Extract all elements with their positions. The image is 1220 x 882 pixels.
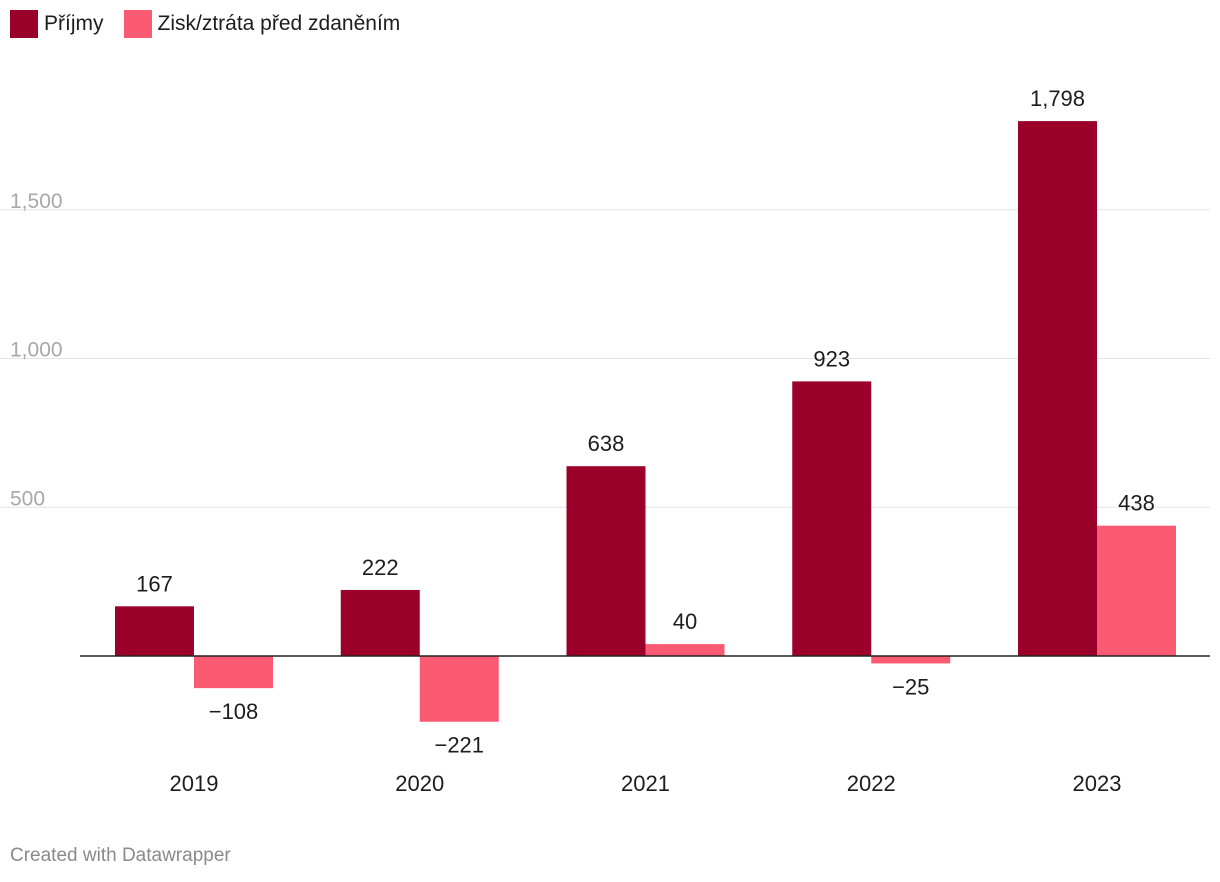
data-label-prijmy-2022: 923 xyxy=(813,346,850,371)
footer-credit: Created with Datawrapper xyxy=(10,845,231,866)
legend-swatch-zisk xyxy=(123,10,152,38)
data-label-zisk-2022: −25 xyxy=(892,674,929,699)
data-label-zisk-2020: −221 xyxy=(434,733,484,758)
bar-zisk-2021 xyxy=(645,644,725,656)
data-label-zisk-2023: 438 xyxy=(1118,491,1155,516)
y-tick-label-1000: 1,000 xyxy=(10,339,63,362)
bar-zisk-2020 xyxy=(419,656,499,722)
x-tick-label-2021: 2021 xyxy=(621,771,670,796)
legend-label-prijmy: Příjmy xyxy=(44,12,104,35)
x-tick-label-2019: 2019 xyxy=(170,771,219,796)
bar-prijmy-2023 xyxy=(1018,121,1097,657)
legend-swatch-prijmy xyxy=(10,10,38,38)
legend-label-zisk: Zisk/ztráta před zdaněním xyxy=(157,12,401,35)
data-label-zisk-2021: 40 xyxy=(673,609,697,634)
bar-prijmy-2019 xyxy=(115,606,194,656)
x-tick-label-2023: 2023 xyxy=(1073,771,1122,796)
bar-prijmy-2020 xyxy=(340,589,420,656)
y-tick-label-1500: 1,500 xyxy=(10,190,63,213)
legend-item-zisk: Zisk/ztráta před zdaněním xyxy=(123,10,401,38)
data-label-zisk-2019: −108 xyxy=(209,699,259,724)
legend-item-prijmy: Příjmy xyxy=(10,10,104,38)
data-label-prijmy-2023: 1,798 xyxy=(1030,86,1085,111)
data-label-prijmy-2020: 222 xyxy=(362,555,399,580)
y-tick-label-500: 500 xyxy=(10,487,45,510)
x-tick-label-2020: 2020 xyxy=(395,771,444,796)
bar-zisk-2022 xyxy=(871,656,951,664)
legend: Příjmy Zisk/ztráta před zdaněním xyxy=(10,10,420,38)
data-label-prijmy-2019: 167 xyxy=(136,571,173,596)
x-tick-label-2022: 2022 xyxy=(847,771,896,796)
bar-prijmy-2021 xyxy=(566,466,646,656)
bar-prijmy-2022 xyxy=(792,381,872,656)
data-label-prijmy-2021: 638 xyxy=(588,431,625,456)
bar-zisk-2023 xyxy=(1097,525,1176,656)
bar-zisk-2019 xyxy=(194,656,273,689)
